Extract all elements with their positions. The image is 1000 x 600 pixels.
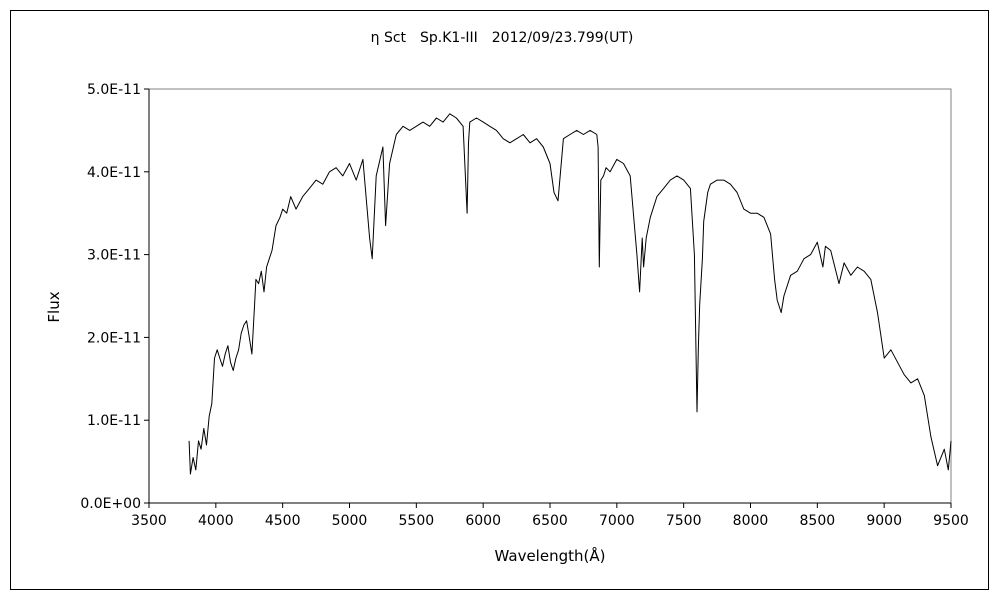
y-tick-label: 3.0E-11 — [87, 248, 141, 264]
x-tick-label: 8500 — [800, 513, 836, 529]
x-tick-label: 3500 — [131, 513, 167, 529]
spectrum-chart: η Sct Sp.K1-III 2012/09/23.799(UT) 3500 4… — [45, 30, 969, 565]
y-tick-label: 4.0E-11 — [87, 165, 141, 181]
x-tick-label: 7000 — [599, 513, 635, 529]
x-tick-label: 9000 — [866, 513, 902, 529]
y-axis-ticks: 0.0E+00 1.0E-11 2.0E-11 3.0E-11 4.0E-11 5.0E-… — [80, 82, 149, 512]
x-axis-label: Wavelength(Å) — [495, 546, 606, 565]
series-line-0 — [188, 113, 952, 475]
y-tick-label: 2.0E-11 — [87, 330, 141, 346]
x-tick-label: 8000 — [733, 513, 769, 529]
chart-title: η Sct Sp.K1-III 2012/09/23.799(UT) — [371, 30, 634, 46]
x-tick-label: 4000 — [198, 513, 234, 529]
chart-frame: η Sct Sp.K1-III 2012/09/23.799(UT) 3500 4… — [10, 10, 989, 590]
x-tick-label: 5500 — [399, 513, 435, 529]
x-tick-label: 9500 — [933, 513, 969, 529]
x-tick-label: 6500 — [532, 513, 568, 529]
x-axis-ticks: 3500 4000 4500 5000 5500 6000 6500 7000 7500 8000… — [131, 503, 969, 529]
x-tick-label: 6000 — [465, 513, 501, 529]
y-tick-label: 1.0E-11 — [87, 413, 141, 429]
plot-area — [148, 88, 952, 504]
x-tick-label: 4500 — [265, 513, 301, 529]
y-tick-label: 5.0E-11 — [87, 82, 141, 98]
series-layer — [188, 113, 952, 475]
x-tick-label: 5000 — [332, 513, 368, 529]
y-axis-label: Flux — [45, 291, 63, 322]
x-tick-label: 7500 — [666, 513, 702, 529]
y-tick-label: 0.0E+00 — [80, 496, 141, 512]
